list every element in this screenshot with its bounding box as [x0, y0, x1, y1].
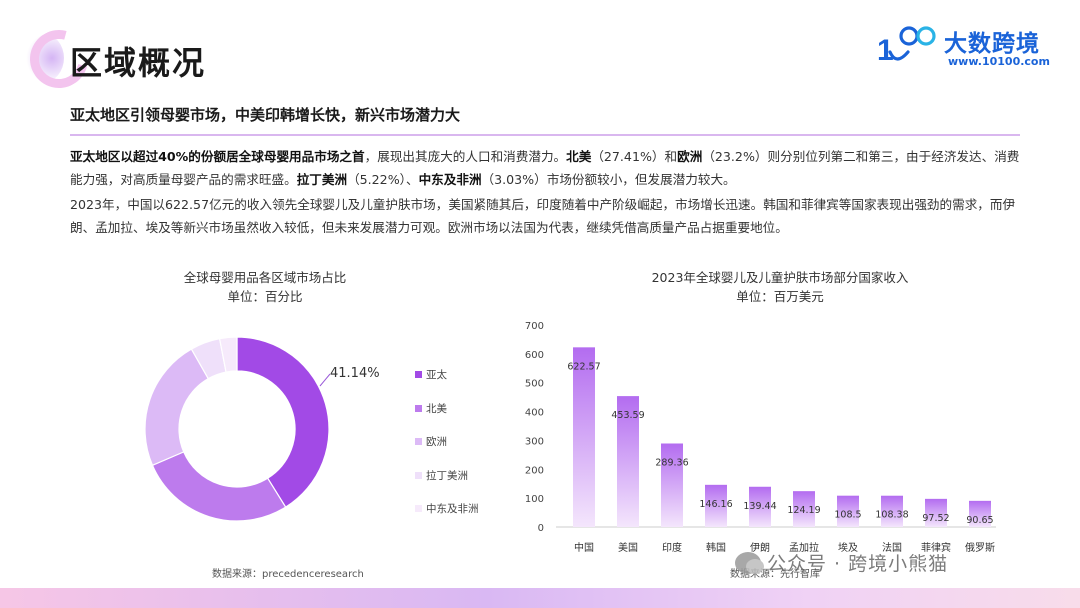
- legend-item: 北美: [415, 392, 479, 426]
- bold-latam: 拉丁美洲: [296, 172, 348, 187]
- bar-value-label: 90.65: [966, 515, 993, 526]
- y-tick-label: 0: [538, 523, 544, 534]
- legend-item: 欧洲: [415, 425, 479, 459]
- bar-value-label: 97.52: [922, 513, 949, 524]
- legend-label: 中东及非洲: [426, 503, 479, 516]
- bar-value-label: 453.59: [611, 410, 644, 421]
- logo-name: 大数跨境: [944, 31, 1040, 57]
- bar-中国: [573, 347, 595, 527]
- x-tick-label: 孟加拉: [789, 541, 819, 554]
- bar-孟加拉: [793, 491, 815, 527]
- y-tick-label: 500: [525, 379, 544, 390]
- svg-text:1: 1: [877, 34, 894, 66]
- x-tick-label: 菲律宾: [921, 541, 951, 554]
- bar-value-label: 146.16: [699, 499, 732, 510]
- bar-伊朗: [749, 486, 771, 527]
- bar-chart-title: 2023年全球婴儿及儿童护肤市场部分国家收入: [651, 270, 909, 285]
- x-tick-label: 中国: [574, 541, 594, 554]
- bar-value-label: 139.44: [743, 501, 776, 512]
- text-span: （3.03%）市场份额较小，但发展潜力较大。: [481, 172, 736, 187]
- legend-label: 亚太: [426, 369, 447, 382]
- bar-韩国: [705, 484, 727, 527]
- donut-slice-0: [236, 336, 330, 508]
- bar-value-label: 622.57: [567, 361, 600, 372]
- x-tick-label: 美国: [618, 541, 638, 554]
- legend-label: 北美: [426, 402, 447, 415]
- y-tick-label: 300: [525, 436, 544, 447]
- bar-value-label: 108.5: [834, 510, 861, 521]
- text-span: （27.41%）和: [591, 149, 678, 164]
- legend-swatch: [415, 371, 422, 379]
- bar-菲律宾: [925, 498, 947, 527]
- legend-swatch: [415, 404, 422, 412]
- legend-swatch: [415, 438, 422, 446]
- brand-logo[interactable]: 1 大数跨境 www.10100.com: [876, 22, 1066, 72]
- legend-item: 亚太: [415, 358, 479, 392]
- donut-chart: [144, 336, 331, 522]
- bar-chart: 0 100 200 300 400 500 600 700 622.57 中国 453.59 美国 28…: [525, 321, 996, 554]
- bold-eu: 欧洲: [677, 149, 703, 164]
- bar-印度: [661, 443, 683, 527]
- source-left: 数据来源：precedenceresearch: [212, 569, 364, 580]
- section-divider: [70, 134, 1020, 136]
- page-title: 区域概况: [70, 44, 207, 82]
- y-tick-label: 200: [525, 465, 544, 476]
- x-tick-label: 俄罗斯: [965, 541, 995, 554]
- bar-法国: [881, 495, 903, 527]
- bold-asia: 亚太地区以超过40%的份额居全球母婴用品市场之首: [70, 149, 365, 164]
- bar-value-label: 124.19: [787, 505, 820, 516]
- bottom-gradient-band: [0, 588, 1080, 608]
- x-tick-label: 韩国: [706, 541, 726, 554]
- y-tick-label: 100: [525, 494, 544, 505]
- bar-chart-unit: 单位：百万美元: [736, 289, 824, 304]
- bold-mea: 中东及非洲: [418, 172, 482, 187]
- donut-slice-4: [218, 336, 238, 373]
- legend-label: 拉丁美洲: [426, 469, 468, 482]
- x-tick-label: 法国: [882, 541, 902, 554]
- watermark: 公众号 · 跨境小熊猫: [735, 549, 948, 576]
- donut-leader-line: [319, 373, 331, 387]
- y-tick-label: 700: [525, 321, 544, 332]
- text-span: （23.2%）则分别位列第二和第三，由于经济发达、消费能力强，对高质量母婴产品的…: [70, 149, 1020, 187]
- summary-paragraph-2: 2023年，中国以622.57亿元的收入领先全球婴儿及儿童护肤市场，美国紧随其后…: [70, 197, 1016, 235]
- bar-美国: [617, 396, 639, 527]
- summary-paragraph-1: 亚太地区以超过40%的份额居全球母婴用品市场之首，展现出其庞大的人口和消费潜力。…: [70, 145, 1030, 191]
- y-tick-label: 400: [525, 408, 544, 419]
- logo-mark-icon: 1: [877, 26, 936, 66]
- bar-value-label: 108.38: [875, 510, 908, 521]
- legend-label: 欧洲: [426, 436, 447, 449]
- y-tick-label: 600: [525, 350, 544, 361]
- text-span: ，展现出其庞大的人口和消费潜力。: [364, 149, 567, 164]
- bar-value-label: 289.36: [655, 457, 688, 468]
- watermark-text: 公众号 · 跨境小熊猫: [767, 553, 949, 575]
- bold-na: 北美: [566, 149, 592, 164]
- logo-url: www.10100.com: [948, 55, 1050, 68]
- donut-legend: 亚太北美欧洲拉丁美洲中东及非洲: [415, 358, 479, 526]
- donut-chart-unit: 单位：百分比: [227, 289, 303, 304]
- wechat-icon: [735, 551, 764, 574]
- title-decoration-glow: [24, 34, 64, 82]
- donut-chart-title: 全球母婴用品各区域市场占比: [183, 270, 347, 285]
- donut-data-label-asia: 41.14%: [330, 366, 380, 381]
- source-right: 数据来源：先行智库: [730, 569, 820, 580]
- legend-item: 中东及非洲: [415, 492, 479, 526]
- legend-item: 拉丁美洲: [415, 459, 479, 493]
- x-tick-label: 埃及: [838, 541, 858, 554]
- legend-swatch: [415, 471, 422, 479]
- text-span: （5.22%）、: [347, 172, 419, 187]
- donut-slice-1: [151, 451, 287, 522]
- section-subtitle: 亚太地区引领母婴市场，中美印韩增长快，新兴市场潜力大: [70, 106, 461, 124]
- legend-swatch: [415, 505, 422, 513]
- bar-埃及: [837, 495, 859, 527]
- x-tick-label: 印度: [662, 541, 682, 554]
- donut-slice-2: [144, 348, 210, 467]
- bar-俄罗斯: [969, 500, 991, 527]
- x-tick-label: 伊朗: [750, 542, 770, 554]
